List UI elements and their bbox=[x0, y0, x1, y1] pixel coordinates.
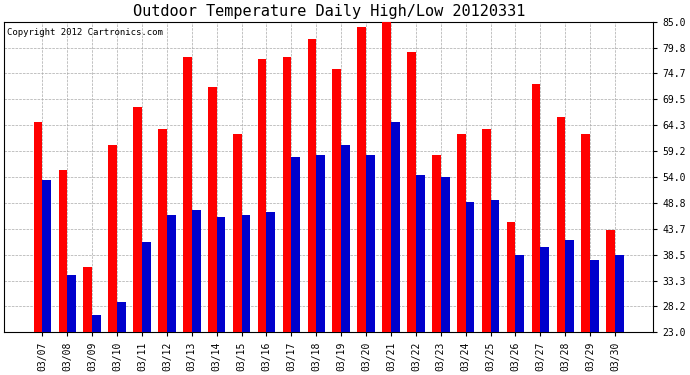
Bar bbox=[382, 22, 391, 332]
Bar bbox=[308, 39, 316, 332]
Bar bbox=[432, 154, 441, 332]
Bar bbox=[34, 122, 42, 332]
Bar bbox=[565, 240, 574, 332]
Bar bbox=[158, 129, 167, 332]
Bar bbox=[333, 69, 341, 332]
Bar bbox=[366, 154, 375, 332]
Bar bbox=[208, 87, 217, 332]
Bar bbox=[540, 247, 549, 332]
Bar bbox=[291, 157, 300, 332]
Bar bbox=[391, 122, 400, 332]
Bar bbox=[258, 59, 266, 332]
Bar bbox=[142, 242, 150, 332]
Bar bbox=[466, 202, 475, 332]
Bar bbox=[59, 170, 68, 332]
Bar bbox=[68, 275, 76, 332]
Bar bbox=[416, 175, 424, 332]
Bar bbox=[133, 107, 142, 332]
Bar bbox=[183, 57, 192, 332]
Bar bbox=[607, 230, 615, 332]
Bar bbox=[217, 217, 226, 332]
Bar bbox=[482, 129, 491, 332]
Bar bbox=[357, 27, 366, 332]
Bar bbox=[491, 200, 500, 332]
Bar bbox=[515, 255, 524, 332]
Title: Outdoor Temperature Daily High/Low 20120331: Outdoor Temperature Daily High/Low 20120… bbox=[132, 4, 525, 19]
Bar bbox=[582, 135, 590, 332]
Bar bbox=[42, 180, 51, 332]
Bar bbox=[506, 222, 515, 332]
Bar bbox=[457, 135, 466, 332]
Bar bbox=[532, 84, 540, 332]
Bar bbox=[441, 177, 449, 332]
Text: Copyright 2012 Cartronics.com: Copyright 2012 Cartronics.com bbox=[8, 28, 164, 37]
Bar bbox=[341, 144, 350, 332]
Bar bbox=[557, 117, 565, 332]
Bar bbox=[241, 214, 250, 332]
Bar bbox=[108, 144, 117, 332]
Bar bbox=[233, 135, 241, 332]
Bar bbox=[92, 315, 101, 332]
Bar bbox=[83, 267, 92, 332]
Bar bbox=[192, 210, 201, 332]
Bar bbox=[266, 212, 275, 332]
Bar bbox=[117, 302, 126, 332]
Bar bbox=[615, 255, 624, 332]
Bar bbox=[316, 154, 325, 332]
Bar bbox=[167, 214, 175, 332]
Bar bbox=[590, 260, 599, 332]
Bar bbox=[407, 52, 416, 332]
Bar bbox=[283, 57, 291, 332]
